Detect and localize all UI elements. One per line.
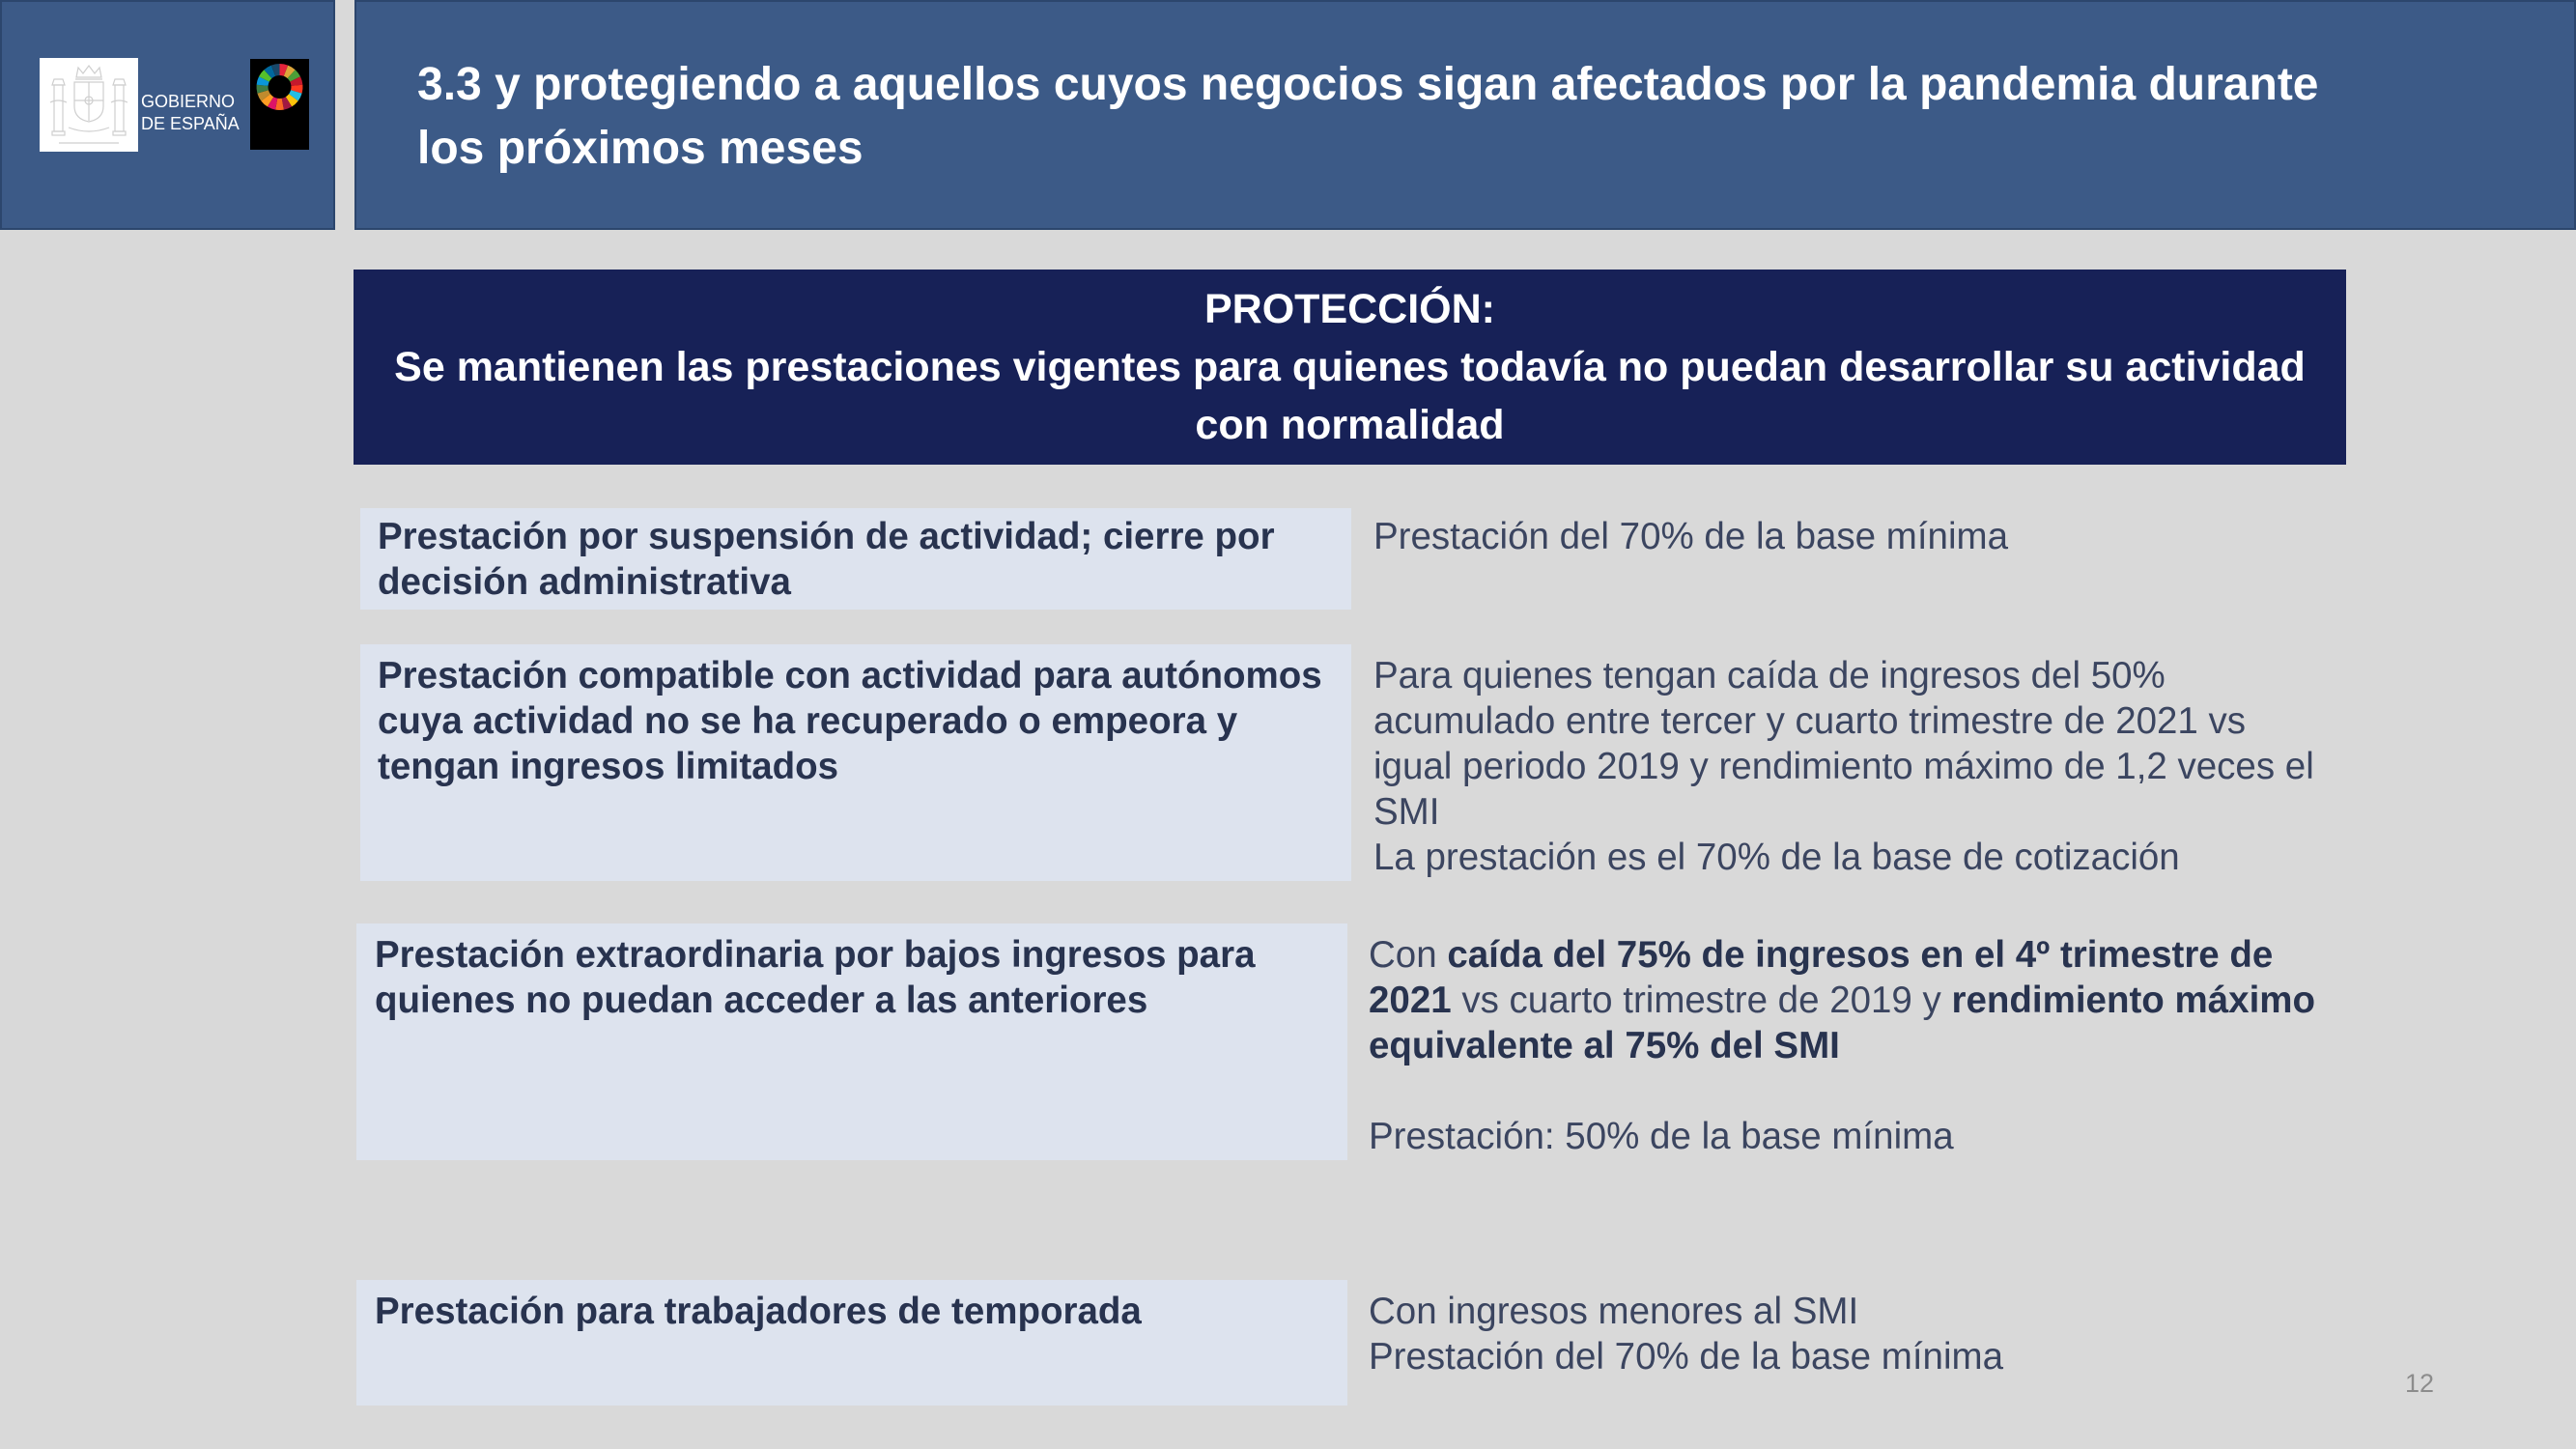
detail-text: vs cuarto trimestre de 2019 y <box>1451 980 1952 1021</box>
row-label-cell <box>356 1280 1347 1406</box>
sdg-wheel-icon <box>250 59 309 150</box>
detail-emphasis: 2021 <box>1369 980 1452 1021</box>
row-detail: Con ingresos menores al SMI Prestación d… <box>1369 1289 2003 1379</box>
row-label-line: tengan ingresos limitados <box>378 746 839 787</box>
row-label-cell <box>360 508 1351 610</box>
page-title-line: 3.3 y protegiendo a aquellos cuyos negoc… <box>417 59 2319 110</box>
sdg-wheel-segment <box>256 84 269 94</box>
sdg-wheel-segment <box>281 97 293 110</box>
page-title-line: los próximos meses <box>417 123 863 174</box>
row-label-cell <box>356 923 1347 1160</box>
row-label-line: cuya actividad no se ha recuperado o emp… <box>378 700 1238 742</box>
sdg-wheel-segment <box>291 84 303 94</box>
sdg-wheel-segment <box>259 70 272 82</box>
banner-text-line: Se mantienen las prestaciones vigentes p… <box>394 344 2306 390</box>
row-label-cell <box>360 644 1351 881</box>
sdg-wheel-segment <box>264 65 276 79</box>
banner-heading: PROTECCIÓN: <box>1204 286 1495 332</box>
row-detail-line: Prestación del 70% de la base mínima <box>1373 516 2009 557</box>
row-detail: Prestación del 70% de la base mínima <box>1373 514 2008 559</box>
sdg-wheel-segment <box>289 90 302 101</box>
sdg-wheel-segment <box>279 64 289 76</box>
row-detail-line: Para quienes tengan caída de ingresos de… <box>1373 655 2166 696</box>
row-detail-line: Prestación: 50% de la base mínima <box>1369 1116 1954 1157</box>
row-label: Prestación para trabajadores de temporad… <box>375 1289 1142 1334</box>
row-label-line: Prestación extraordinaria por bajos ingr… <box>375 934 1256 976</box>
row-label-line: Prestación por suspensión de actividad; … <box>378 516 1275 557</box>
government-name-line: DE ESPAÑA <box>141 114 240 133</box>
row-detail-line: La prestación es el 70% de la base de co… <box>1373 837 2180 878</box>
row-label-line: decisión administrativa <box>378 561 791 603</box>
row-detail-line: Con caída del 75% de ingresos en el 4º t… <box>1369 932 2315 978</box>
logo-panel: GOBIERNO DE ESPAÑA <box>0 0 335 230</box>
row-detail: Con caída del 75% de ingresos en el 4º t… <box>1369 932 2315 1159</box>
row-detail: Para quienes tengan caída de ingresos de… <box>1373 653 2314 880</box>
sdg-wheel-segment <box>275 98 284 110</box>
government-name-line: GOBIERNO <box>141 92 236 111</box>
row-detail-line: Con ingresos menores al SMI <box>1369 1291 1859 1332</box>
banner-text-line: con normalidad <box>1195 402 1505 448</box>
row-label: Prestación compatible con actividad para… <box>378 653 1322 789</box>
spain-coat-of-arms-icon <box>40 58 138 152</box>
sdg-wheel-segment <box>287 70 300 82</box>
row-label-line: Prestación para trabajadores de temporad… <box>375 1291 1142 1332</box>
sdg-wheel-segment <box>257 90 270 101</box>
row-detail-line: 2021 vs cuarto trimestre de 2019 y rendi… <box>1369 978 2315 1023</box>
sdg-wheel-segment <box>267 97 278 110</box>
row-detail-line: acumulado entre tercer y cuarto trimestr… <box>1373 700 2247 742</box>
row-detail-line: SMI <box>1373 791 1440 833</box>
sdg-wheel-segment <box>261 94 274 107</box>
detail-emphasis: rendimiento máximo <box>1951 980 2316 1021</box>
sdg-wheel-segment <box>290 76 303 86</box>
row-detail-line: equivalente al 75% del SMI <box>1369 1023 2315 1068</box>
row-label: Prestación por suspensión de actividad; … <box>378 514 1275 605</box>
detail-text: Con <box>1369 934 1448 976</box>
title-panel: 3.3 y protegiendo a aquellos cuyos negoc… <box>354 0 2576 230</box>
page-title: 3.3 y protegiendo a aquellos cuyos negoc… <box>417 53 2319 181</box>
sdg-wheel-segment <box>285 94 298 107</box>
protection-banner: PROTECCIÓN: Se mantienen las prestacione… <box>354 270 2346 465</box>
detail-spacer <box>1369 1068 2315 1114</box>
government-name: GOBIERNO DE ESPAÑA <box>141 91 240 135</box>
sdg-wheel-segment <box>270 64 280 76</box>
sdg-wheel-segment <box>283 65 296 79</box>
detail-emphasis: caída del 75% de ingresos en el 4º trime… <box>1447 934 2274 976</box>
sdg-wheel-segment <box>256 76 269 86</box>
detail-emphasis: equivalente al 75% del SMI <box>1369 1025 1840 1066</box>
row-label: Prestación extraordinaria por bajos ingr… <box>375 932 1255 1023</box>
page-number: 12 <box>2405 1369 2435 1398</box>
row-label-line: Prestación compatible con actividad para… <box>378 655 1322 696</box>
row-detail-line: igual periodo 2019 y rendimiento máximo … <box>1373 746 2314 787</box>
row-label-line: quienes no puedan acceder a las anterior… <box>375 980 1148 1021</box>
row-detail-line: Prestación del 70% de la base mínima <box>1369 1336 2004 1378</box>
